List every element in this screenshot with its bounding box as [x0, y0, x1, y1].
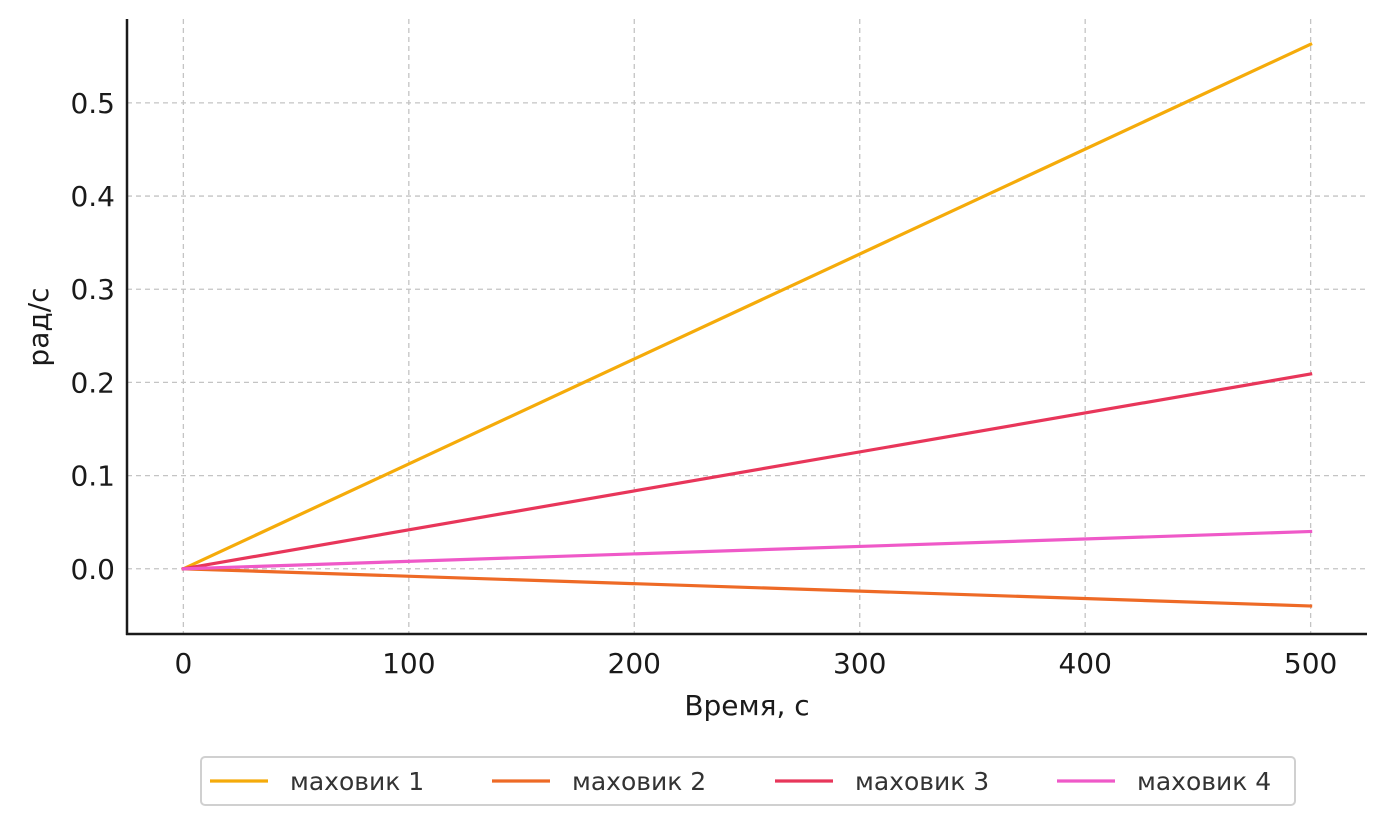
- y-tick-label-3: 0.3: [70, 273, 115, 306]
- x-tick-label-4: 400: [1058, 647, 1111, 680]
- legend: маховик 1 маховик 2 маховик 3 маховик 4: [200, 756, 1296, 806]
- series-line-3: [181, 372, 1313, 571]
- y-tick-label-4: 0.4: [70, 180, 115, 213]
- y-axis-label: рад/с: [22, 287, 55, 366]
- legend-label-3: маховик 3: [855, 767, 989, 796]
- x-tick-label-5: 500: [1284, 647, 1337, 680]
- x-tick-label-2: 200: [608, 647, 661, 680]
- series-line-4: [181, 529, 1313, 571]
- tick-labels: 0 100 200 300 400 500 0.0 0.1 0.2 0.3 0.4 0.5: [70, 87, 1337, 680]
- x-tick-label-1: 100: [382, 647, 435, 680]
- legend-label-4: маховик 4: [1137, 767, 1271, 796]
- y-tick-label-1: 0.1: [70, 460, 115, 493]
- grid: [127, 19, 1367, 634]
- y-tick-label-0: 0.0: [70, 553, 115, 586]
- x-axis-label: Время, с: [684, 689, 809, 722]
- y-tick-label-2: 0.2: [70, 366, 115, 399]
- legend-label-1: маховик 1: [290, 767, 424, 796]
- legend-label-2: маховик 2: [572, 767, 706, 796]
- legend-frame: [200, 756, 1296, 806]
- axes: [125, 19, 1367, 636]
- series-lines: [181, 42, 1313, 608]
- series-line-1: [181, 42, 1313, 571]
- y-tick-label-5: 0.5: [70, 87, 115, 120]
- x-tick-label-3: 300: [833, 647, 886, 680]
- series-line-2: [181, 567, 1313, 608]
- x-tick-label-0: 0: [174, 647, 192, 680]
